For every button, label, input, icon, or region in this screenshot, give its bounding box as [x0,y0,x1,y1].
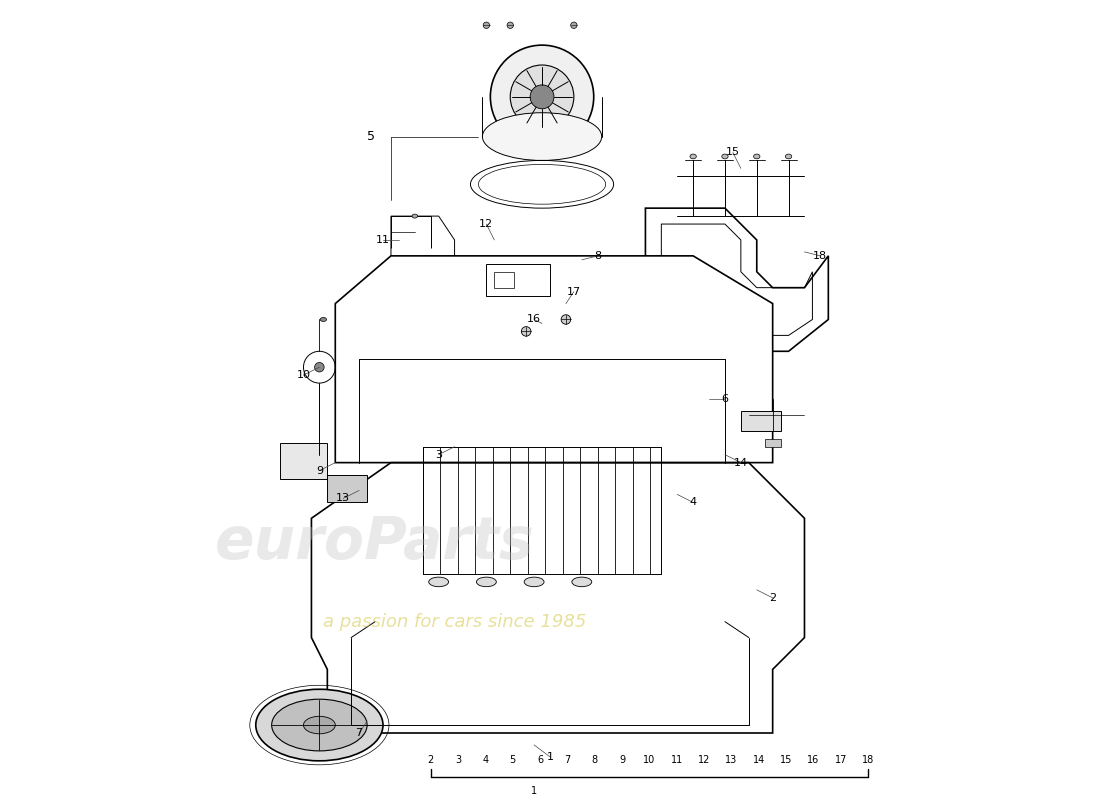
Text: 16: 16 [527,314,541,325]
Bar [741,411,781,431]
Ellipse shape [754,154,760,159]
Text: 8: 8 [592,755,597,765]
Ellipse shape [491,45,594,149]
Text: 12: 12 [697,755,711,765]
Text: 11: 11 [671,755,683,765]
Text: 9: 9 [619,755,625,765]
Ellipse shape [315,362,324,372]
Text: 13: 13 [725,755,737,765]
Text: 17: 17 [835,755,847,765]
Text: 3: 3 [455,755,461,765]
Ellipse shape [571,22,578,29]
Bar [486,264,550,296]
Ellipse shape [521,326,531,336]
Ellipse shape [530,85,554,109]
Ellipse shape [476,577,496,586]
Text: 10: 10 [297,370,310,380]
Text: 14: 14 [734,458,748,468]
Ellipse shape [561,314,571,324]
Bar [494,272,514,288]
Text: 7: 7 [564,755,571,765]
Text: 5: 5 [509,755,516,765]
Text: 16: 16 [807,755,820,765]
Text: 11: 11 [376,235,390,245]
Ellipse shape [785,154,792,159]
Text: 13: 13 [337,494,350,503]
Text: a passion for cars since 1985: a passion for cars since 1985 [323,613,586,630]
Ellipse shape [320,318,327,322]
Ellipse shape [429,577,449,586]
Text: 4: 4 [482,755,488,765]
Ellipse shape [412,214,418,218]
Text: 2: 2 [769,593,777,603]
Ellipse shape [690,154,696,159]
Text: 12: 12 [480,219,494,229]
Text: euroParts: euroParts [216,514,535,570]
Text: 18: 18 [862,755,874,765]
Text: 5: 5 [367,130,375,143]
Ellipse shape [572,577,592,586]
Bar [764,438,781,446]
Text: 15: 15 [726,147,740,158]
Text: 3: 3 [436,450,442,460]
Ellipse shape [483,113,602,161]
Text: 18: 18 [813,251,827,261]
Text: 14: 14 [752,755,764,765]
Text: 17: 17 [566,286,581,297]
Text: 4: 4 [690,498,696,507]
Bar [328,474,367,502]
Bar [279,442,328,478]
Ellipse shape [507,22,514,29]
Ellipse shape [525,577,544,586]
Ellipse shape [272,699,367,751]
Text: 10: 10 [644,755,656,765]
Ellipse shape [483,22,490,29]
Text: 9: 9 [316,466,323,475]
Text: 1: 1 [531,786,537,796]
Text: 1: 1 [547,752,553,762]
Ellipse shape [510,65,574,129]
Text: 15: 15 [780,755,792,765]
Ellipse shape [256,690,383,761]
Text: 2: 2 [428,755,433,765]
Text: 8: 8 [594,251,602,261]
Ellipse shape [304,716,336,734]
Text: 6: 6 [537,755,543,765]
Ellipse shape [722,154,728,159]
Text: 7: 7 [355,728,363,738]
Text: 6: 6 [722,394,728,404]
